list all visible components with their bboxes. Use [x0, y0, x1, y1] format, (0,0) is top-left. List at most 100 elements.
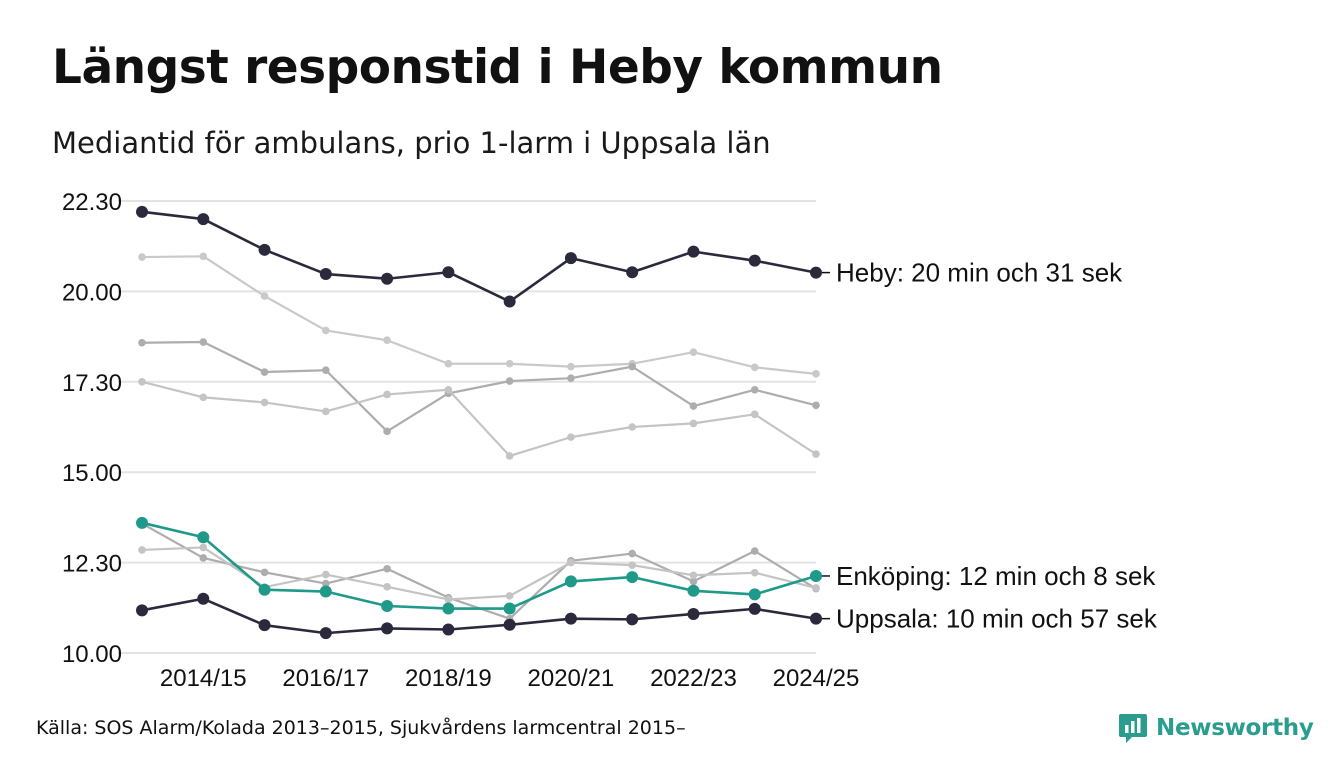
data-point[interactable]: [567, 362, 575, 371]
data-point[interactable]: [748, 602, 761, 615]
data-point[interactable]: [750, 410, 759, 419]
data-point[interactable]: [322, 407, 330, 416]
data-point[interactable]: [260, 398, 269, 407]
data-point[interactable]: [750, 363, 759, 372]
data-point[interactable]: [505, 592, 514, 600]
data-point[interactable]: [748, 588, 761, 601]
data-point[interactable]: [812, 584, 820, 592]
data-point[interactable]: [260, 292, 269, 300]
series-line: [141, 521, 817, 610]
data-point[interactable]: [626, 571, 639, 584]
data-point[interactable]: [260, 368, 269, 376]
data-point[interactable]: [812, 370, 820, 378]
data-point[interactable]: [503, 602, 516, 615]
data-point[interactable]: [567, 374, 575, 382]
data-point[interactable]: [750, 547, 759, 555]
data-point[interactable]: [567, 433, 575, 441]
data-point[interactable]: [322, 579, 330, 588]
data-point[interactable]: [138, 546, 146, 554]
data-point[interactable]: [444, 359, 453, 368]
data-point[interactable]: [564, 575, 577, 588]
data-point[interactable]: [442, 623, 455, 636]
data-point[interactable]: [628, 561, 636, 569]
data-point[interactable]: [383, 427, 391, 436]
data-point[interactable]: [442, 266, 455, 279]
data-point[interactable]: [258, 243, 271, 256]
data-point[interactable]: [564, 252, 577, 265]
data-point[interactable]: [748, 254, 761, 267]
data-point[interactable]: [628, 549, 636, 558]
data-point[interactable]: [689, 571, 698, 580]
data-point[interactable]: [687, 607, 700, 620]
data-point[interactable]: [567, 558, 575, 567]
data-point[interactable]: [260, 568, 269, 577]
data-point[interactable]: [442, 602, 455, 615]
data-point[interactable]: [197, 592, 210, 605]
data-point[interactable]: [687, 245, 700, 258]
newsworthy-logo[interactable]: Newsworthy: [1118, 712, 1314, 744]
data-point[interactable]: [628, 362, 636, 371]
data-point[interactable]: [381, 622, 394, 635]
data-point[interactable]: [322, 366, 330, 375]
data-point[interactable]: [199, 554, 208, 562]
data-point[interactable]: [138, 253, 146, 261]
data-point[interactable]: [689, 402, 698, 410]
data-point[interactable]: [383, 564, 391, 573]
data-point[interactable]: [197, 531, 210, 544]
data-point[interactable]: [503, 295, 516, 308]
data-point[interactable]: [322, 570, 330, 579]
data-point[interactable]: [810, 569, 822, 582]
data-point[interactable]: [136, 604, 148, 617]
series-end-labels: Heby: 20 min och 31 sek Enköping: 12 min …: [822, 258, 1158, 634]
data-point[interactable]: [503, 618, 516, 631]
data-point[interactable]: [319, 627, 332, 640]
data-point[interactable]: [444, 385, 453, 394]
series-uppsala: [136, 592, 822, 640]
data-point[interactable]: [199, 252, 208, 261]
series-gra-kommun-2: [138, 338, 820, 436]
data-point[interactable]: [383, 583, 391, 591]
data-point[interactable]: [319, 268, 332, 281]
data-point[interactable]: [319, 585, 332, 598]
x-tick-label: 2018/19: [405, 665, 492, 692]
data-point[interactable]: [138, 338, 146, 347]
y-tick-label: 12.30: [62, 551, 122, 578]
data-point[interactable]: [687, 584, 700, 597]
data-point[interactable]: [628, 423, 636, 431]
data-point[interactable]: [381, 599, 394, 612]
data-point[interactable]: [136, 516, 148, 529]
data-point[interactable]: [505, 452, 514, 460]
data-point[interactable]: [689, 419, 698, 428]
data-point[interactable]: [810, 266, 822, 279]
data-point[interactable]: [199, 338, 208, 346]
data-point[interactable]: [381, 272, 394, 285]
data-point[interactable]: [383, 390, 391, 399]
data-point[interactable]: [199, 393, 208, 402]
data-point[interactable]: [383, 336, 391, 345]
newsworthy-logo-icon: [1119, 714, 1147, 743]
data-point[interactable]: [258, 583, 271, 596]
data-point[interactable]: [199, 543, 208, 552]
data-point[interactable]: [136, 205, 148, 218]
data-point[interactable]: [564, 612, 577, 625]
data-point[interactable]: [812, 450, 820, 458]
series-label-uppsala: Uppsala: 10 min och 57 sek: [836, 604, 1158, 634]
data-point[interactable]: [689, 348, 698, 356]
data-point[interactable]: [750, 385, 759, 394]
data-point[interactable]: [258, 619, 271, 632]
data-point[interactable]: [812, 401, 820, 410]
data-point[interactable]: [138, 378, 146, 386]
data-point[interactable]: [626, 613, 639, 626]
data-point[interactable]: [750, 568, 759, 577]
data-point[interactable]: [444, 595, 453, 604]
data-point[interactable]: [505, 377, 514, 385]
data-point[interactable]: [197, 213, 210, 226]
series-label-heby: Heby: 20 min och 31 sek: [836, 258, 1123, 288]
data-point[interactable]: [322, 326, 330, 335]
data-point[interactable]: [626, 266, 639, 279]
series-line: [141, 380, 817, 458]
data-point[interactable]: [505, 359, 514, 368]
data-point[interactable]: [810, 612, 822, 625]
data-point[interactable]: [689, 577, 698, 586]
